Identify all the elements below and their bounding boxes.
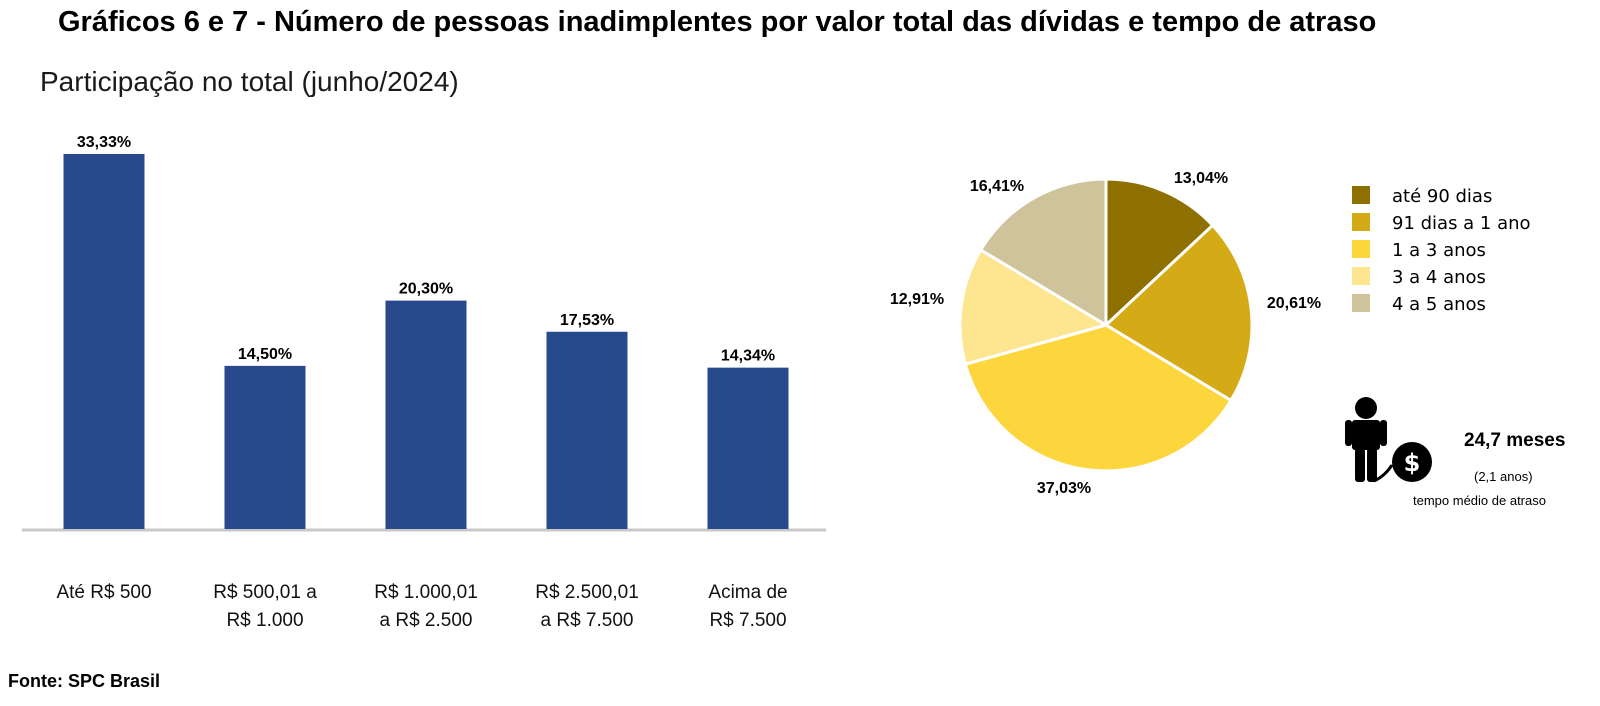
- bar: [707, 367, 789, 529]
- legend-label: 4 a 5 anos: [1392, 294, 1486, 315]
- category-label: R$ 2.500,01: [535, 582, 639, 603]
- pie-chart: 13,04% 20,61% 37,03% 12,91% 16,41%: [890, 170, 1321, 497]
- category-label: Até R$ 500: [56, 582, 151, 603]
- person-icon: [1345, 397, 1387, 482]
- dollar-coin-icon: $: [1392, 442, 1432, 482]
- chart-subtitle: Participação no total (junho/2024): [40, 66, 459, 97]
- pie-data-label: 37,03%: [1037, 480, 1091, 497]
- legend-swatch: [1352, 294, 1370, 312]
- category-label: a R$ 7.500: [541, 610, 634, 631]
- legend-label: até 90 dias: [1392, 186, 1492, 207]
- pie-slice: [1103, 223, 1254, 403]
- legend-label: 3 a 4 anos: [1392, 267, 1486, 288]
- category-label: Acima de: [708, 582, 787, 603]
- pie-data-label: 16,41%: [970, 178, 1024, 195]
- info-icons: $: [1345, 397, 1432, 483]
- bar-data-label: 17,53%: [560, 312, 614, 329]
- bar: [224, 365, 306, 529]
- legend-swatch: [1352, 240, 1370, 258]
- bar-chart: 33,33% Até R$ 500 14,50% R$ 500,01 a R$ 1.00…: [22, 134, 826, 631]
- bar: [385, 300, 467, 529]
- chart-title: Gráficos 6 e 7 - Número de pessoas inadi…: [58, 6, 1377, 38]
- average-delay-caption: tempo médio de atraso: [1413, 493, 1546, 508]
- pie-data-label: 20,61%: [1267, 295, 1321, 312]
- bar-data-label: 14,34%: [721, 348, 775, 365]
- chain-icon: [1373, 464, 1394, 483]
- legend-label: 1 a 3 anos: [1392, 240, 1486, 261]
- pie-data-label: 13,04%: [1174, 170, 1228, 187]
- pie-slice: [1104, 177, 1215, 329]
- category-label: R$ 1.000: [226, 610, 303, 631]
- category-label: R$ 1.000,01: [374, 582, 478, 603]
- category-label: R$ 7.500: [709, 610, 786, 631]
- bar: [63, 154, 145, 529]
- pie-data-label: 12,91%: [890, 291, 944, 308]
- svg-text:$: $: [1404, 449, 1421, 477]
- bar: [546, 331, 628, 529]
- legend-swatch: [1352, 186, 1370, 204]
- legend-label: 91 dias a 1 ano: [1392, 213, 1531, 234]
- average-delay-years: (2,1 anos): [1474, 469, 1533, 484]
- bar-data-label: 14,50%: [238, 346, 292, 363]
- category-label: R$ 500,01 a: [213, 582, 317, 603]
- source-note: Fonte: SPC Brasil: [8, 671, 161, 691]
- average-delay-value: 24,7 meses: [1464, 430, 1566, 451]
- bar-data-label: 33,33%: [77, 134, 131, 151]
- bar-data-label: 20,30%: [399, 281, 453, 298]
- pie-legend: até 90 dias 91 dias a 1 ano 1 a 3 anos 3 a …: [1352, 186, 1531, 315]
- category-label: a R$ 2.500: [380, 610, 473, 631]
- legend-swatch: [1352, 213, 1370, 231]
- pie-slice: [963, 323, 1234, 473]
- pie-slice: [958, 247, 1110, 366]
- pie-slice: [978, 177, 1108, 328]
- legend-swatch: [1352, 267, 1370, 285]
